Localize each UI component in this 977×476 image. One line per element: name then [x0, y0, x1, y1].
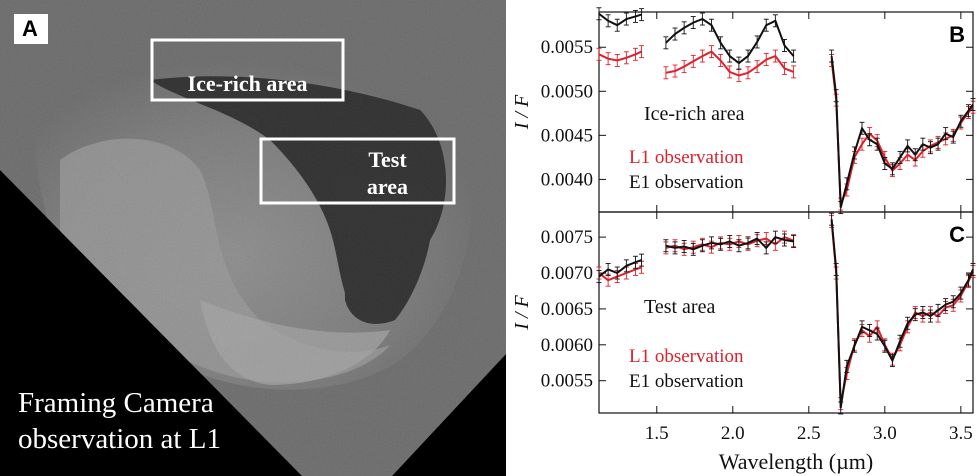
panel-letter-b: B	[949, 22, 965, 47]
panel-letter-a-badge	[14, 14, 48, 44]
x-tick-label: 2.0	[721, 423, 745, 444]
area-label: Ice-rich area	[644, 103, 745, 125]
x-axis-label: Wavelength (µm)	[719, 449, 873, 474]
test-area-box	[259, 137, 456, 205]
x-tick-label: 3.0	[873, 423, 897, 444]
y-tick-label: 0.0040	[541, 169, 593, 190]
legend-e1: E1 observation	[629, 172, 744, 193]
y-tick-label: 0.0045	[541, 125, 593, 146]
test-label-line-1: Test	[368, 147, 407, 172]
plot-frame	[598, 211, 974, 414]
panel-b: 0.0040 0.0045 0.0050 0.0055 B Ice-rich area L1…	[511, 7, 976, 215]
series-line	[598, 266, 642, 282]
series-line	[598, 13, 642, 27]
caption-line-2: observation at L1	[18, 423, 221, 455]
crater-image	[0, 0, 506, 476]
spectra-charts: 0.0040 0.0045 0.0050 0.0055 B Ice-rich area L1…	[506, 0, 977, 476]
x-tick-label: 2.5	[797, 423, 821, 444]
y-tick-label: 0.0075	[541, 227, 593, 248]
panel-letter-c: C	[949, 222, 965, 247]
spectra-svg: 0.0040 0.0045 0.0050 0.0055 B Ice-rich area L1…	[511, 7, 976, 474]
ice-rich-label: Ice-rich area	[187, 71, 308, 96]
y-tick-label: 0.0055	[541, 37, 593, 58]
panel-letter-a: A	[22, 16, 38, 41]
legend-e1: E1 observation	[629, 371, 744, 392]
series-line	[830, 55, 974, 208]
y-tick-label: 0.0065	[541, 299, 593, 320]
series-line	[830, 221, 974, 404]
y-tick-label: 0.0055	[541, 371, 593, 392]
panel-c: 0.0055 0.0060 0.0065 0.0070 0.0075 1.5 2.0 2.5 3…	[511, 211, 976, 474]
area-label: Test area	[644, 296, 715, 318]
x-tick-label: 1.5	[645, 423, 669, 444]
legend-l1: L1 observation	[629, 346, 744, 367]
series-line	[598, 50, 643, 62]
framing-camera-panel: A Ice-rich area Test area Framing Camera…	[0, 0, 506, 476]
y-tick-label: 0.0060	[541, 335, 593, 356]
test-label-line-2: area	[366, 174, 409, 199]
x-tick-label: 3.5	[949, 423, 973, 444]
series-line	[830, 219, 974, 409]
y-axis-label: I / F	[511, 295, 533, 331]
series-line	[598, 259, 642, 278]
legend-l1: L1 observation	[629, 147, 744, 168]
y-axis-label: I / F	[511, 94, 533, 130]
ice-rich-area-box	[150, 38, 345, 102]
y-tick-label: 0.0050	[541, 81, 593, 102]
y-tick-label: 0.0070	[541, 263, 593, 284]
caption-line-1: Framing Camera	[18, 387, 214, 419]
series-line	[830, 60, 974, 205]
